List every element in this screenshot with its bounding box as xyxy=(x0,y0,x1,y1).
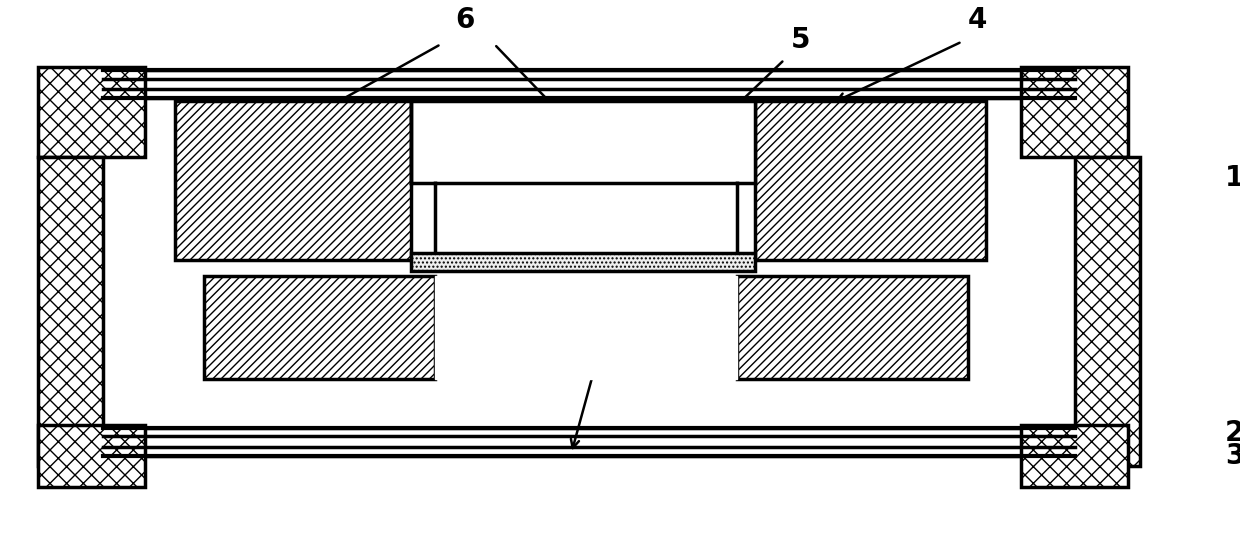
Bar xyxy=(103,428,1075,456)
Bar xyxy=(1022,425,1128,487)
Bar xyxy=(38,425,145,487)
Text: 1: 1 xyxy=(1225,164,1240,192)
Polygon shape xyxy=(412,101,755,183)
Polygon shape xyxy=(412,183,755,260)
Bar xyxy=(737,276,968,379)
Text: 4: 4 xyxy=(968,6,987,34)
Bar xyxy=(1022,68,1128,158)
Polygon shape xyxy=(175,101,435,260)
Text: 6: 6 xyxy=(455,6,475,34)
Bar xyxy=(1075,158,1140,466)
Text: 7: 7 xyxy=(615,286,634,314)
Text: 3: 3 xyxy=(1225,442,1240,470)
Polygon shape xyxy=(725,101,986,260)
Bar xyxy=(412,252,755,271)
Bar xyxy=(38,158,103,466)
Bar xyxy=(103,70,1075,98)
Text: 2: 2 xyxy=(1225,419,1240,447)
Text: 5: 5 xyxy=(790,26,810,55)
Bar xyxy=(38,68,145,158)
Polygon shape xyxy=(435,276,737,379)
Bar xyxy=(205,276,435,379)
